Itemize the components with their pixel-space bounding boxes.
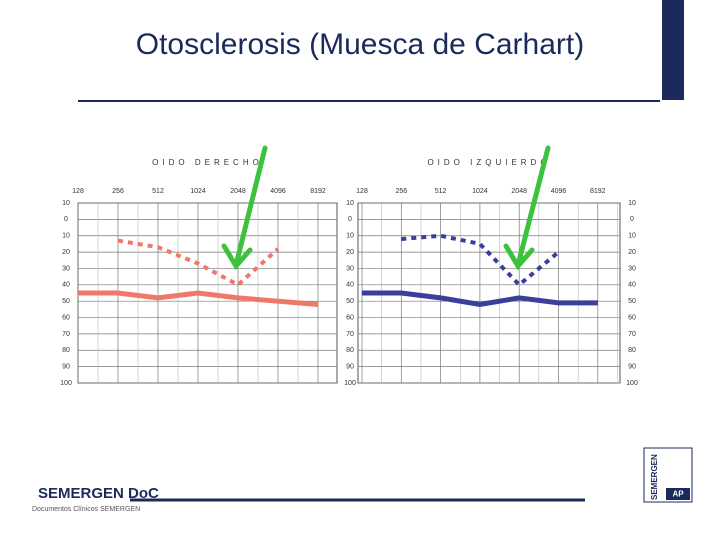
- series-line: [78, 290, 319, 307]
- y-tick-label: 90: [628, 363, 636, 370]
- x-tick-label: 1024: [472, 188, 488, 195]
- y-tick-label: 100: [344, 380, 356, 387]
- y-tick-label: 60: [346, 314, 354, 321]
- x-tick-label: 256: [112, 188, 124, 195]
- y-tick-label: 10: [62, 200, 70, 207]
- y-tick-label: 80: [62, 347, 70, 354]
- logo-badge: AP: [672, 490, 684, 499]
- x-tick-label: 128: [72, 188, 84, 195]
- series-line: [362, 290, 598, 307]
- y-tick-label: 10: [628, 233, 636, 240]
- footer-brand: SEMERGEN DoC: [38, 485, 159, 502]
- y-tick-label: 10: [62, 233, 70, 240]
- slide-title: Otosclerosis (Muesca de Carhart): [136, 28, 584, 61]
- y-tick-label: 10: [628, 200, 636, 207]
- x-tick-label: 8192: [310, 188, 326, 195]
- y-tick-label: 70: [62, 331, 70, 338]
- y-tick-label: 70: [628, 331, 636, 338]
- series-line: [117, 238, 280, 288]
- y-tick-label: 70: [346, 331, 354, 338]
- arrow: [221, 145, 268, 271]
- x-tick-label: 8192: [590, 188, 606, 195]
- y-tick-label: 10: [346, 200, 354, 207]
- x-tick-label: 1024: [190, 188, 206, 195]
- y-tick-label: 60: [628, 314, 636, 321]
- x-tick-label: 128: [356, 188, 368, 195]
- side-bar: [662, 0, 684, 100]
- logo-text: SEMERGEN: [650, 454, 659, 500]
- chart-title: OIDO IZQUIERDO: [427, 158, 550, 167]
- y-tick-label: 80: [346, 347, 354, 354]
- y-tick-label: 60: [62, 314, 70, 321]
- y-tick-label: 50: [346, 298, 354, 305]
- y-tick-label: 10: [346, 233, 354, 240]
- x-tick-label: 2048: [230, 188, 246, 195]
- x-tick-label: 512: [435, 188, 447, 195]
- y-tick-label: 90: [62, 363, 70, 370]
- y-tick-label: 100: [626, 380, 638, 387]
- logo-badge-bg: [666, 488, 690, 500]
- y-tick-label: 0: [64, 216, 68, 223]
- arrow: [503, 145, 551, 271]
- y-tick-label: 30: [62, 265, 70, 272]
- y-tick-label: 100: [60, 380, 72, 387]
- chart-title: OIDO DERECHO: [152, 158, 263, 167]
- y-tick-label: 40: [346, 282, 354, 289]
- y-tick-label: 0: [348, 216, 352, 223]
- series-line: [401, 233, 560, 288]
- y-tick-label: 30: [628, 265, 636, 272]
- y-tick-label: 50: [62, 298, 70, 305]
- x-tick-label: 2048: [511, 188, 527, 195]
- y-tick-label: 40: [628, 282, 636, 289]
- x-tick-label: 4096: [551, 188, 567, 195]
- y-tick-label: 20: [62, 249, 70, 256]
- y-tick-label: 80: [628, 347, 636, 354]
- y-tick-label: 0: [630, 216, 634, 223]
- x-tick-label: 256: [395, 188, 407, 195]
- y-tick-label: 90: [346, 363, 354, 370]
- x-tick-label: 4096: [270, 188, 286, 195]
- footer-sub: Documentos Clínicos SEMERGEN: [32, 506, 140, 513]
- x-tick-label: 512: [152, 188, 164, 195]
- y-tick-label: 40: [62, 282, 70, 289]
- y-tick-label: 30: [346, 265, 354, 272]
- y-tick-label: 20: [628, 249, 636, 256]
- y-tick-label: 50: [628, 298, 636, 305]
- y-tick-label: 20: [346, 249, 354, 256]
